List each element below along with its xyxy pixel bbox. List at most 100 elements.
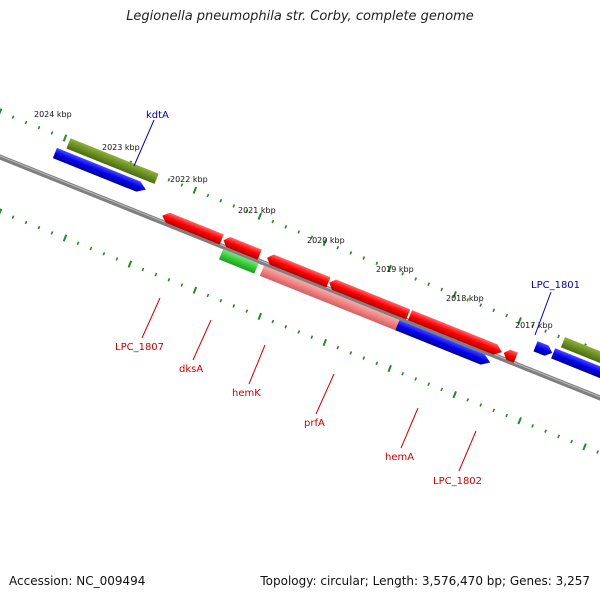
gene-label-kdtA[interactable]: kdtA (146, 110, 169, 121)
gene-label-LPC_1801[interactable]: LPC_1801 (531, 280, 580, 291)
tick-dot (349, 351, 353, 355)
tick-dot (414, 277, 418, 281)
tick-label: 2021 kbp (238, 206, 276, 215)
gene-LPC_1802[interactable] (502, 348, 518, 363)
tick-dot (219, 298, 223, 303)
tick-dot (11, 215, 15, 219)
tick-dot (505, 413, 509, 418)
tick-dot (245, 309, 249, 313)
tick-dot (414, 377, 418, 381)
tick-dot (257, 212, 263, 220)
tick-dot (336, 245, 340, 250)
gene-LPC_1801[interactable] (560, 337, 600, 378)
tick-dot (582, 443, 587, 451)
tick-dot (271, 319, 275, 324)
tick-dot (531, 324, 534, 328)
tick-dot (24, 120, 28, 125)
tick-dot (245, 209, 249, 213)
tick-dot (517, 417, 522, 425)
leader-line (400, 407, 419, 449)
tick-dot (219, 198, 223, 203)
gene-blue-hemA[interactable] (395, 320, 492, 368)
tick-dot (596, 450, 599, 454)
gene-prfA[interactable] (327, 278, 411, 320)
tick-dot (76, 241, 80, 246)
tick-dot (206, 193, 210, 198)
gene-label-hemK[interactable]: hemK (232, 388, 261, 399)
tick-dot (557, 434, 560, 439)
gene-blue-arrow[interactable] (52, 147, 148, 195)
tick-dot (362, 256, 366, 260)
tick-dot (180, 283, 184, 287)
gene-label-hemA[interactable]: hemA (385, 452, 414, 463)
tick-dot (387, 364, 392, 373)
tick-dot (0, 208, 3, 215)
tick-dot (297, 230, 301, 234)
leader-line (141, 297, 161, 339)
accession-text: Accession: NC_009494 (9, 574, 146, 588)
gene-label-LPC_1802[interactable]: LPC_1802 (433, 476, 482, 487)
tick-dot (102, 251, 106, 256)
tick-dot (531, 424, 534, 428)
tick-dot (362, 356, 366, 360)
tick-dot (50, 231, 54, 235)
tick-dot (387, 264, 392, 273)
tick-dot (479, 303, 483, 307)
tick-dot (517, 317, 522, 325)
tick-dot (492, 408, 496, 413)
tick-dot (37, 225, 41, 230)
tick-dot (440, 387, 444, 392)
tick-dot (375, 261, 379, 266)
tick-dot (452, 291, 457, 299)
tick-dot (62, 234, 68, 242)
gene-label-LPC_1807[interactable]: LPC_1807 (115, 342, 164, 353)
tick-label: 2020 kbp (307, 236, 345, 245)
tick-dot (141, 267, 145, 272)
gene-dksA[interactable] (221, 235, 262, 260)
tick-dot (544, 429, 547, 433)
tick-dot (427, 382, 431, 386)
tick-dots-outer (0, 108, 599, 354)
tick-dot (167, 178, 171, 182)
tick-dot (232, 304, 236, 308)
tick-dot (479, 403, 483, 407)
tick-dot (62, 134, 68, 142)
tick-dot (232, 204, 236, 208)
leader-line (458, 430, 477, 472)
tick-dot (466, 298, 470, 302)
tick-dot (492, 308, 496, 313)
tick-dot (375, 361, 379, 366)
gene-hemK[interactable] (265, 253, 331, 288)
tick-dot (322, 338, 328, 347)
gene-green[interactable] (219, 249, 259, 274)
tick-dot (466, 398, 470, 402)
tick-dot (427, 282, 431, 286)
gene-label-dksA[interactable]: dksA (179, 364, 203, 375)
gene-pink-hemK[interactable] (259, 265, 401, 331)
tick-dot (192, 286, 198, 294)
tick-dot (310, 235, 314, 239)
tick-dot (557, 334, 560, 339)
gene-olive-kdtA[interactable] (66, 138, 159, 184)
gene-blue-right[interactable] (551, 348, 600, 391)
tick-dot (50, 131, 54, 135)
tick-dot (544, 329, 547, 333)
gene-hemA[interactable] (407, 310, 504, 357)
tick-dot (180, 183, 184, 187)
map-title: Legionella pneumophila str. Corby, compl… (126, 9, 474, 24)
gene-label-prfA[interactable]: prfA (304, 418, 325, 429)
leader-line (248, 344, 266, 385)
tick-label: 2019 kbp (376, 265, 414, 274)
leader-line (133, 119, 155, 167)
genome-backbone (0, 154, 600, 401)
tick-label: 2023 kbp (102, 143, 140, 152)
tick-dot (310, 335, 314, 339)
gene-LPC_1807[interactable] (160, 210, 224, 245)
tick-dot (154, 272, 158, 277)
tick-label: 2018 kbp (446, 294, 484, 303)
gene-blue-right-small[interactable] (533, 341, 554, 358)
tick-dot (440, 287, 444, 292)
tick-dot (115, 257, 119, 261)
tick-dot (284, 225, 288, 229)
